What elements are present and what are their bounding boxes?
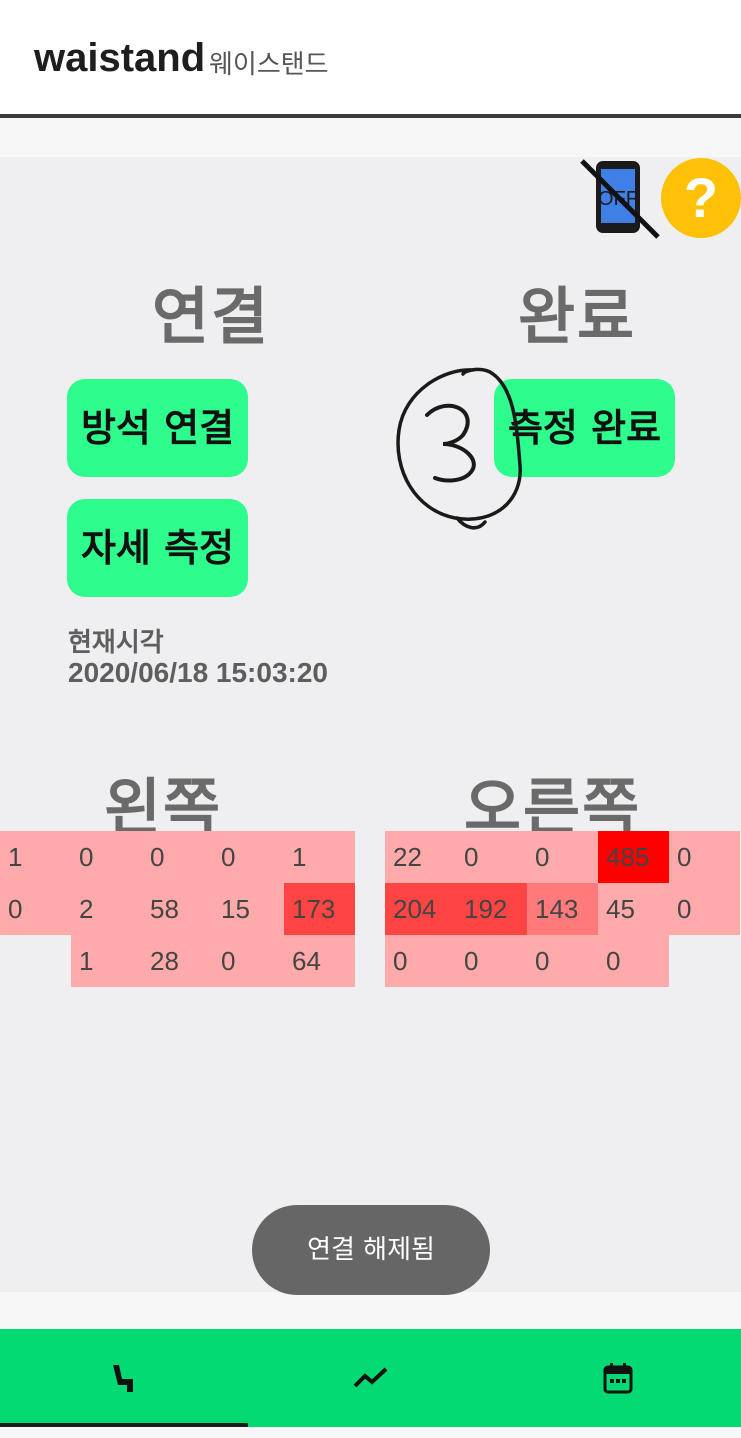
right-panel-cell: 22	[385, 831, 456, 883]
right-panel-cell: 0	[456, 935, 527, 987]
pair-cushion-button[interactable]: 방석 연결	[67, 379, 248, 477]
right-panel-cell: 0	[456, 831, 527, 883]
right-panel-cell: 45	[598, 883, 669, 935]
left-panel-cell: 58	[142, 883, 213, 935]
main-content	[0, 157, 741, 1292]
bottom-navigation	[0, 1329, 741, 1427]
left-panel-cell: 28	[142, 935, 213, 987]
app-bar-divider	[0, 114, 741, 118]
app-subtitle: 웨이스탠드	[209, 50, 329, 80]
right-panel-cell: 0	[669, 831, 740, 883]
right-panel-cell: 192	[456, 883, 527, 935]
nav-selected-indicator	[0, 1423, 248, 1427]
chart-line-icon	[353, 1367, 387, 1388]
left-panel-cell: 0	[213, 831, 284, 883]
current-time-value: 2020/06/18 15:03:20	[68, 657, 328, 688]
right-panel-cell: 0	[598, 935, 669, 987]
left-panel-cell: 15	[213, 883, 284, 935]
left-panel-cell: 0	[71, 831, 142, 883]
left-panel-cell: 173	[284, 883, 355, 935]
left-panel-cell: 0	[213, 935, 284, 987]
measure-complete-button[interactable]: 측정 완료	[494, 379, 675, 477]
phone-off-icon[interactable]: OFF	[580, 155, 662, 241]
calendar-icon	[603, 1363, 632, 1394]
disconnected-toast: 연결 해제됨	[252, 1205, 490, 1295]
seat-icon	[112, 1365, 133, 1392]
right-panel-cell: 0	[669, 883, 740, 935]
nav-tab-statistics[interactable]	[247, 1329, 494, 1427]
right-panel-cell: 0	[527, 935, 598, 987]
connect-section-title: 연결	[152, 280, 271, 353]
handwritten-annotation	[396, 367, 522, 530]
left-panel-cell: 1	[0, 831, 71, 883]
left-panel-cell: 0	[0, 883, 71, 935]
right-panel-cell: 0	[527, 831, 598, 883]
help-button[interactable]: ?	[661, 158, 741, 238]
right-panel-cell: 143	[527, 883, 598, 935]
left-panel-cell: 2	[71, 883, 142, 935]
app-title: waistand	[34, 36, 206, 80]
nav-tab-posture[interactable]	[0, 1329, 247, 1427]
measure-posture-button[interactable]: 자세 측정	[67, 499, 248, 597]
app-bar: waistand 웨이스탠드	[0, 0, 741, 116]
current-time-label: 현재시각	[68, 628, 164, 658]
left-panel-cell: 1	[71, 935, 142, 987]
nav-tab-calendar[interactable]	[494, 1329, 741, 1427]
left-panel-cell: 1	[284, 831, 355, 883]
left-panel-cell: 64	[284, 935, 355, 987]
right-panel-cell: 0	[385, 935, 456, 987]
right-panel-cell: 204	[385, 883, 456, 935]
complete-section-title: 완료	[518, 280, 637, 353]
left-panel-cell: 0	[142, 831, 213, 883]
right-panel-cell: 485	[598, 831, 669, 883]
